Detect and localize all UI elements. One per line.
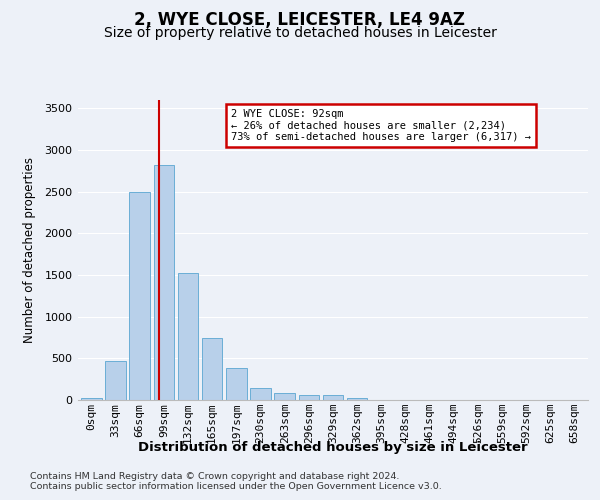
Bar [105,361,126,400]
Text: 2 WYE CLOSE: 92sqm
← 26% of detached houses are smaller (2,234)
73% of semi-deta: 2 WYE CLOSE: 92sqm ← 26% of detached hou… [231,109,531,142]
Bar [226,368,247,400]
Text: Contains HM Land Registry data © Crown copyright and database right 2024.: Contains HM Land Registry data © Crown c… [30,472,400,481]
Bar [202,338,223,400]
Bar [81,398,101,400]
Text: Contains public sector information licensed under the Open Government Licence v3: Contains public sector information licen… [30,482,442,491]
Bar [250,388,271,400]
Text: Size of property relative to detached houses in Leicester: Size of property relative to detached ho… [104,26,496,40]
Bar [323,396,343,400]
Bar [178,274,198,400]
Bar [347,398,367,400]
Text: 2, WYE CLOSE, LEICESTER, LE4 9AZ: 2, WYE CLOSE, LEICESTER, LE4 9AZ [134,11,466,29]
Bar [154,165,174,400]
Bar [299,396,319,400]
Bar [274,394,295,400]
Bar [130,192,150,400]
Text: Distribution of detached houses by size in Leicester: Distribution of detached houses by size … [138,441,528,454]
Y-axis label: Number of detached properties: Number of detached properties [23,157,36,343]
